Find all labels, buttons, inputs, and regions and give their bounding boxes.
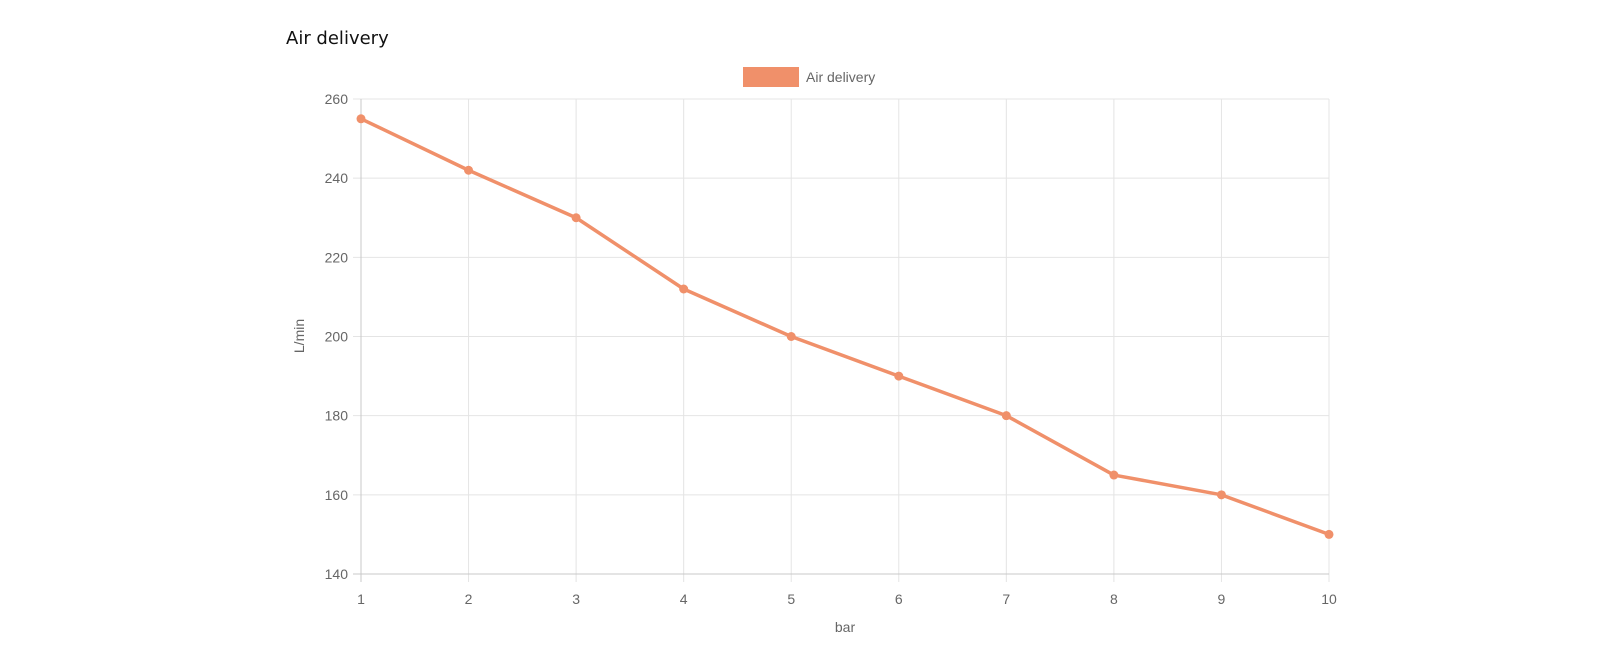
page-title: Air delivery: [286, 28, 389, 49]
y-axis-title: L/min: [291, 319, 307, 353]
legend[interactable]: Air delivery: [743, 67, 875, 87]
data-point[interactable]: [894, 371, 904, 381]
x-tick-label: 7: [1002, 591, 1010, 607]
data-point[interactable]: [1216, 490, 1226, 500]
y-tick-label: 160: [325, 487, 349, 503]
data-point[interactable]: [679, 284, 689, 294]
x-tick-label: 8: [1110, 591, 1118, 607]
series-line: [359, 117, 1331, 537]
data-point[interactable]: [1324, 529, 1334, 539]
data-point[interactable]: [356, 114, 366, 124]
y-tick-label: 200: [325, 329, 349, 345]
data-point[interactable]: [464, 165, 474, 175]
grid: [353, 98, 1330, 582]
data-point[interactable]: [571, 213, 581, 223]
x-tick-label: 10: [1321, 591, 1337, 607]
x-tick-label: 4: [680, 591, 688, 607]
legend-swatch: [743, 67, 799, 87]
x-tick-labels: 1 2 3 4 5 6 7 8 9 10: [357, 591, 1337, 607]
y-tick-label: 220: [325, 249, 349, 265]
x-tick-label: 3: [572, 591, 580, 607]
y-tick-labels: 140 160 180 200 220 240 260: [325, 91, 349, 582]
data-point[interactable]: [1109, 470, 1119, 480]
x-tick-label: 9: [1218, 591, 1226, 607]
axes: [353, 99, 1329, 582]
x-axis-title: bar: [835, 619, 856, 635]
y-tick-label: 240: [325, 170, 349, 186]
x-tick-label: 1: [357, 591, 365, 607]
y-tick-label: 180: [325, 408, 349, 424]
y-tick-label: 260: [325, 91, 349, 107]
data-point[interactable]: [1001, 411, 1011, 421]
legend-label: Air delivery: [806, 69, 875, 85]
x-tick-label: 5: [787, 591, 795, 607]
x-tick-label: 2: [465, 591, 473, 607]
x-tick-label: 6: [895, 591, 903, 607]
series-layer: [356, 114, 1334, 539]
y-tick-label: 140: [325, 566, 349, 582]
data-point[interactable]: [786, 332, 796, 341]
